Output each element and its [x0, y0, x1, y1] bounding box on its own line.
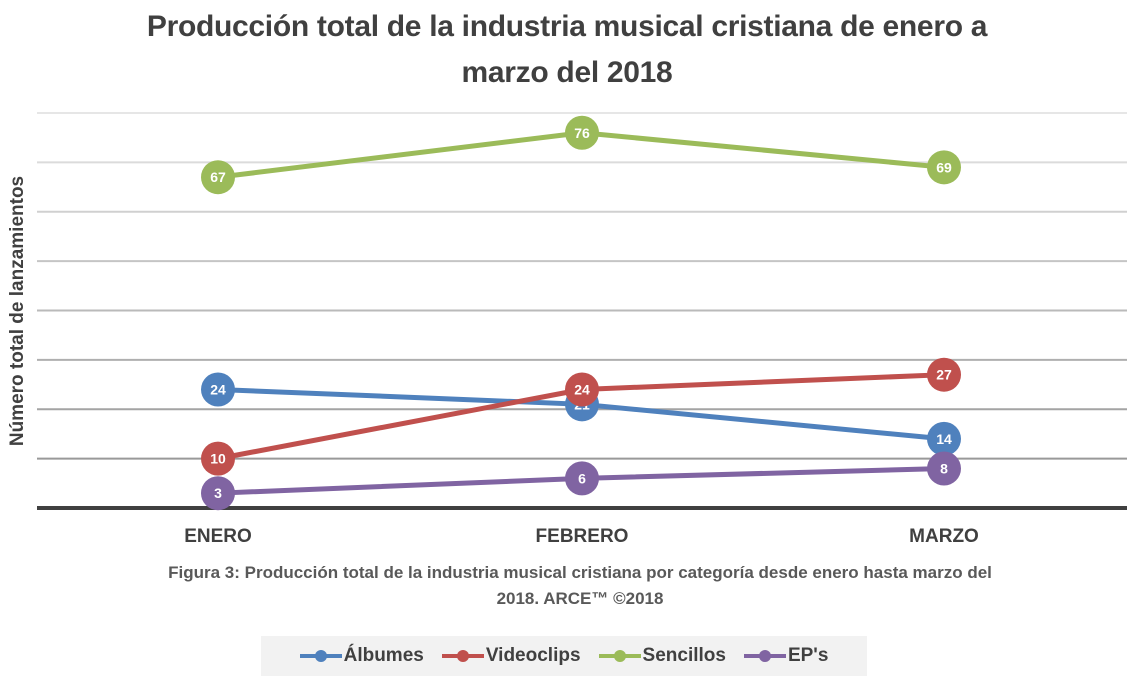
point-marker[interactable] — [927, 357, 961, 392]
data-point[interactable]: 10 — [201, 441, 235, 476]
legend-label: Videoclips — [485, 645, 581, 666]
point-marker[interactable] — [927, 150, 961, 185]
legend-label: EP's — [787, 645, 829, 666]
caption-line-1: Figura 3: Producción total de la industr… — [168, 563, 992, 582]
x-tick-label: FEBRERO — [535, 526, 629, 547]
data-label: 6 — [578, 470, 586, 486]
data-point[interactable]: 24 — [201, 372, 235, 407]
point-marker[interactable] — [201, 476, 235, 511]
legend-item-albumes[interactable]: Álbumes — [299, 645, 424, 667]
data-point[interactable]: 24 — [565, 372, 599, 407]
point-marker[interactable] — [927, 451, 961, 486]
data-point[interactable]: 76 — [565, 115, 599, 150]
point-marker[interactable] — [201, 441, 235, 476]
chart-title-line-2: marzo del 2018 — [461, 56, 673, 89]
data-label: 3 — [214, 485, 222, 501]
data-label: 76 — [574, 125, 590, 141]
data-point[interactable]: 3 — [201, 476, 235, 511]
series-points: 242114102427677669368 — [201, 115, 961, 511]
x-tick-label: ENERO — [184, 526, 252, 547]
legend-marker-icon — [598, 649, 641, 663]
chart-title-line-1: Producción total de la industria musical… — [146, 10, 988, 43]
data-point[interactable]: 6 — [565, 461, 599, 496]
chart-title: Producción total de la industria musical… — [0, 4, 1134, 96]
data-label: 10 — [210, 451, 226, 467]
data-point[interactable]: 27 — [927, 357, 961, 392]
point-marker[interactable] — [927, 421, 961, 456]
data-point[interactable]: 14 — [927, 421, 961, 456]
x-tick-label: MARZO — [909, 526, 979, 547]
series-lines — [217, 130, 945, 496]
legend-label: Sencillos — [642, 645, 726, 666]
data-label: 14 — [936, 431, 952, 447]
data-label: 69 — [936, 159, 952, 175]
legend-label: Álbumes — [343, 645, 424, 666]
caption-line-2: 2018. ARCE™ ©2018 — [496, 589, 664, 608]
data-point[interactable]: 69 — [927, 150, 961, 185]
point-marker[interactable] — [565, 115, 599, 150]
legend: Álbumes Videoclips Sencillos EP's — [261, 636, 867, 676]
data-label: 24 — [574, 382, 590, 398]
legend-marker-icon — [441, 649, 484, 663]
point-marker[interactable] — [201, 160, 235, 195]
legend-item-sencillos[interactable]: Sencillos — [598, 645, 726, 667]
legend-marker-icon — [299, 649, 342, 663]
point-marker[interactable] — [201, 372, 235, 407]
data-label: 67 — [210, 169, 226, 185]
figure-caption: Figura 3: Producción total de la industr… — [100, 560, 1060, 612]
point-marker[interactable] — [565, 461, 599, 496]
data-label: 24 — [210, 382, 226, 398]
legend-item-videoclips[interactable]: Videoclips — [441, 645, 581, 667]
data-point[interactable]: 8 — [927, 451, 961, 486]
legend-item-eps[interactable]: EP's — [743, 645, 829, 667]
data-label: 27 — [936, 367, 952, 383]
legend-marker-icon — [743, 649, 786, 663]
point-marker[interactable] — [565, 372, 599, 407]
data-point[interactable]: 67 — [201, 160, 235, 195]
data-label: 8 — [940, 461, 948, 477]
